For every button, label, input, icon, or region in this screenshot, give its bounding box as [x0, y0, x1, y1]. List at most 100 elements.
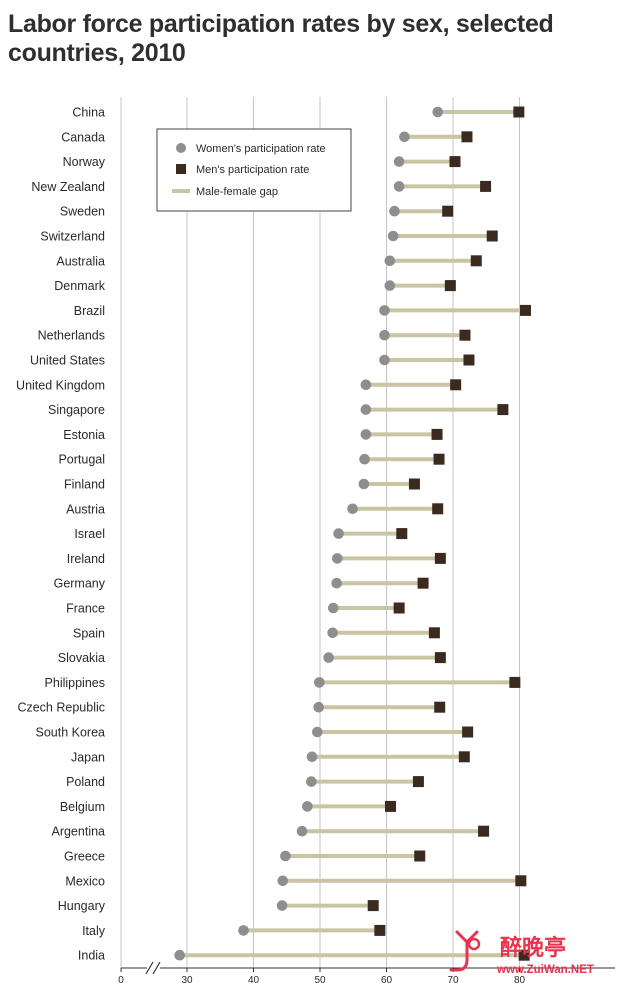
men-point [519, 304, 531, 316]
category-label: United Kingdom [16, 378, 105, 392]
women-point [327, 627, 338, 639]
women-point [359, 453, 370, 465]
category-label: India [78, 949, 105, 963]
legend: Women's participation rate Men's partici… [156, 128, 352, 212]
women-point [314, 677, 325, 688]
category-label: Israel [74, 527, 105, 541]
category-label: United States [30, 354, 105, 368]
men-point [462, 726, 474, 738]
axis-break-mark [152, 961, 161, 975]
women-point [358, 478, 370, 490]
men-point [515, 875, 527, 887]
men-point [442, 205, 454, 217]
category-label: Netherlands [38, 329, 105, 343]
chart-title: Labor force participation rates by sex, … [8, 10, 554, 67]
category-label: Argentina [51, 825, 105, 839]
men-point [478, 825, 490, 837]
men-point [518, 949, 530, 961]
women-point [393, 181, 405, 192]
men-point [463, 354, 475, 366]
watermark-glyph-icon [449, 930, 479, 972]
category-label: Germany [54, 577, 106, 591]
gap-bars [179, 110, 526, 958]
category-label: Singapore [48, 403, 105, 417]
legend-women-marker [176, 143, 186, 153]
men-point [497, 404, 509, 416]
women-point [393, 156, 405, 167]
category-label: Spain [73, 626, 105, 640]
legend-box [156, 128, 352, 212]
women-point [399, 131, 410, 143]
men-point [396, 528, 408, 540]
men-point [414, 850, 426, 862]
women-point [379, 329, 390, 341]
category-label: Australia [56, 254, 105, 268]
women-point [312, 726, 323, 738]
category-label: Poland [66, 775, 105, 789]
category-label: France [66, 602, 105, 616]
women-point [313, 701, 324, 713]
men-point [449, 156, 461, 168]
x-tick-label: 40 [248, 975, 260, 983]
women-point [302, 801, 313, 812]
men-point [513, 106, 525, 118]
men-point [450, 379, 462, 391]
category-label: Belgium [60, 800, 105, 814]
women-point [306, 751, 318, 763]
category-label: Czech Republic [17, 701, 105, 715]
women-point [360, 429, 372, 440]
men-point [374, 924, 386, 936]
men-point [434, 652, 446, 664]
legend-men-label: Men's participation rate [196, 164, 309, 176]
women-point [360, 379, 372, 391]
x-tick-label: 60 [381, 975, 393, 983]
category-label: Brazil [74, 304, 105, 318]
women-point [306, 776, 317, 787]
grid-lines [120, 97, 520, 968]
men-point [486, 230, 498, 242]
women-point [323, 652, 334, 663]
men-point [444, 280, 456, 292]
men-point [384, 800, 396, 812]
category-label: Philippines [45, 676, 105, 690]
category-label: Norway [63, 155, 106, 169]
women-point [379, 305, 390, 316]
men-point [509, 676, 521, 688]
men-point [408, 478, 420, 490]
x-tick-label: 0 [118, 975, 124, 983]
category-label: Hungary [58, 899, 106, 913]
category-label: Slovakia [58, 651, 105, 665]
category-label: Ireland [67, 552, 105, 566]
women-point [280, 850, 291, 862]
legend-men-marker [176, 164, 186, 174]
women-point [331, 553, 343, 564]
watermark-url: www.ZuiWan.NET [496, 964, 594, 976]
x-axis: 0 30 40 50 60 70 80 [118, 961, 615, 983]
women-point [384, 255, 396, 267]
category-label: Estonia [63, 428, 105, 442]
men-point [459, 329, 471, 341]
women-point [276, 900, 288, 911]
category-label: Italy [82, 924, 106, 938]
legend-women-label: Women's participation rate [196, 143, 326, 155]
men-point [458, 751, 470, 763]
x-tick-label: 80 [514, 975, 526, 983]
women-point [389, 205, 400, 217]
x-tick-label: 50 [314, 975, 326, 983]
women-point [387, 230, 399, 242]
men-point [480, 180, 492, 192]
women-point [379, 354, 390, 366]
category-label: South Korea [36, 726, 106, 740]
men-point [431, 428, 443, 440]
women-point [331, 577, 342, 589]
women-point [432, 106, 444, 118]
women-point [360, 404, 372, 415]
category-label: Mexico [65, 874, 105, 888]
category-label: Finland [64, 478, 105, 492]
men-point [432, 503, 444, 515]
category-label: Sweden [60, 205, 105, 219]
category-label: Austria [66, 502, 105, 516]
category-label: Canada [61, 130, 105, 144]
category-labels: China Canada Norway New Zealand Sweden Switze… [16, 106, 106, 963]
